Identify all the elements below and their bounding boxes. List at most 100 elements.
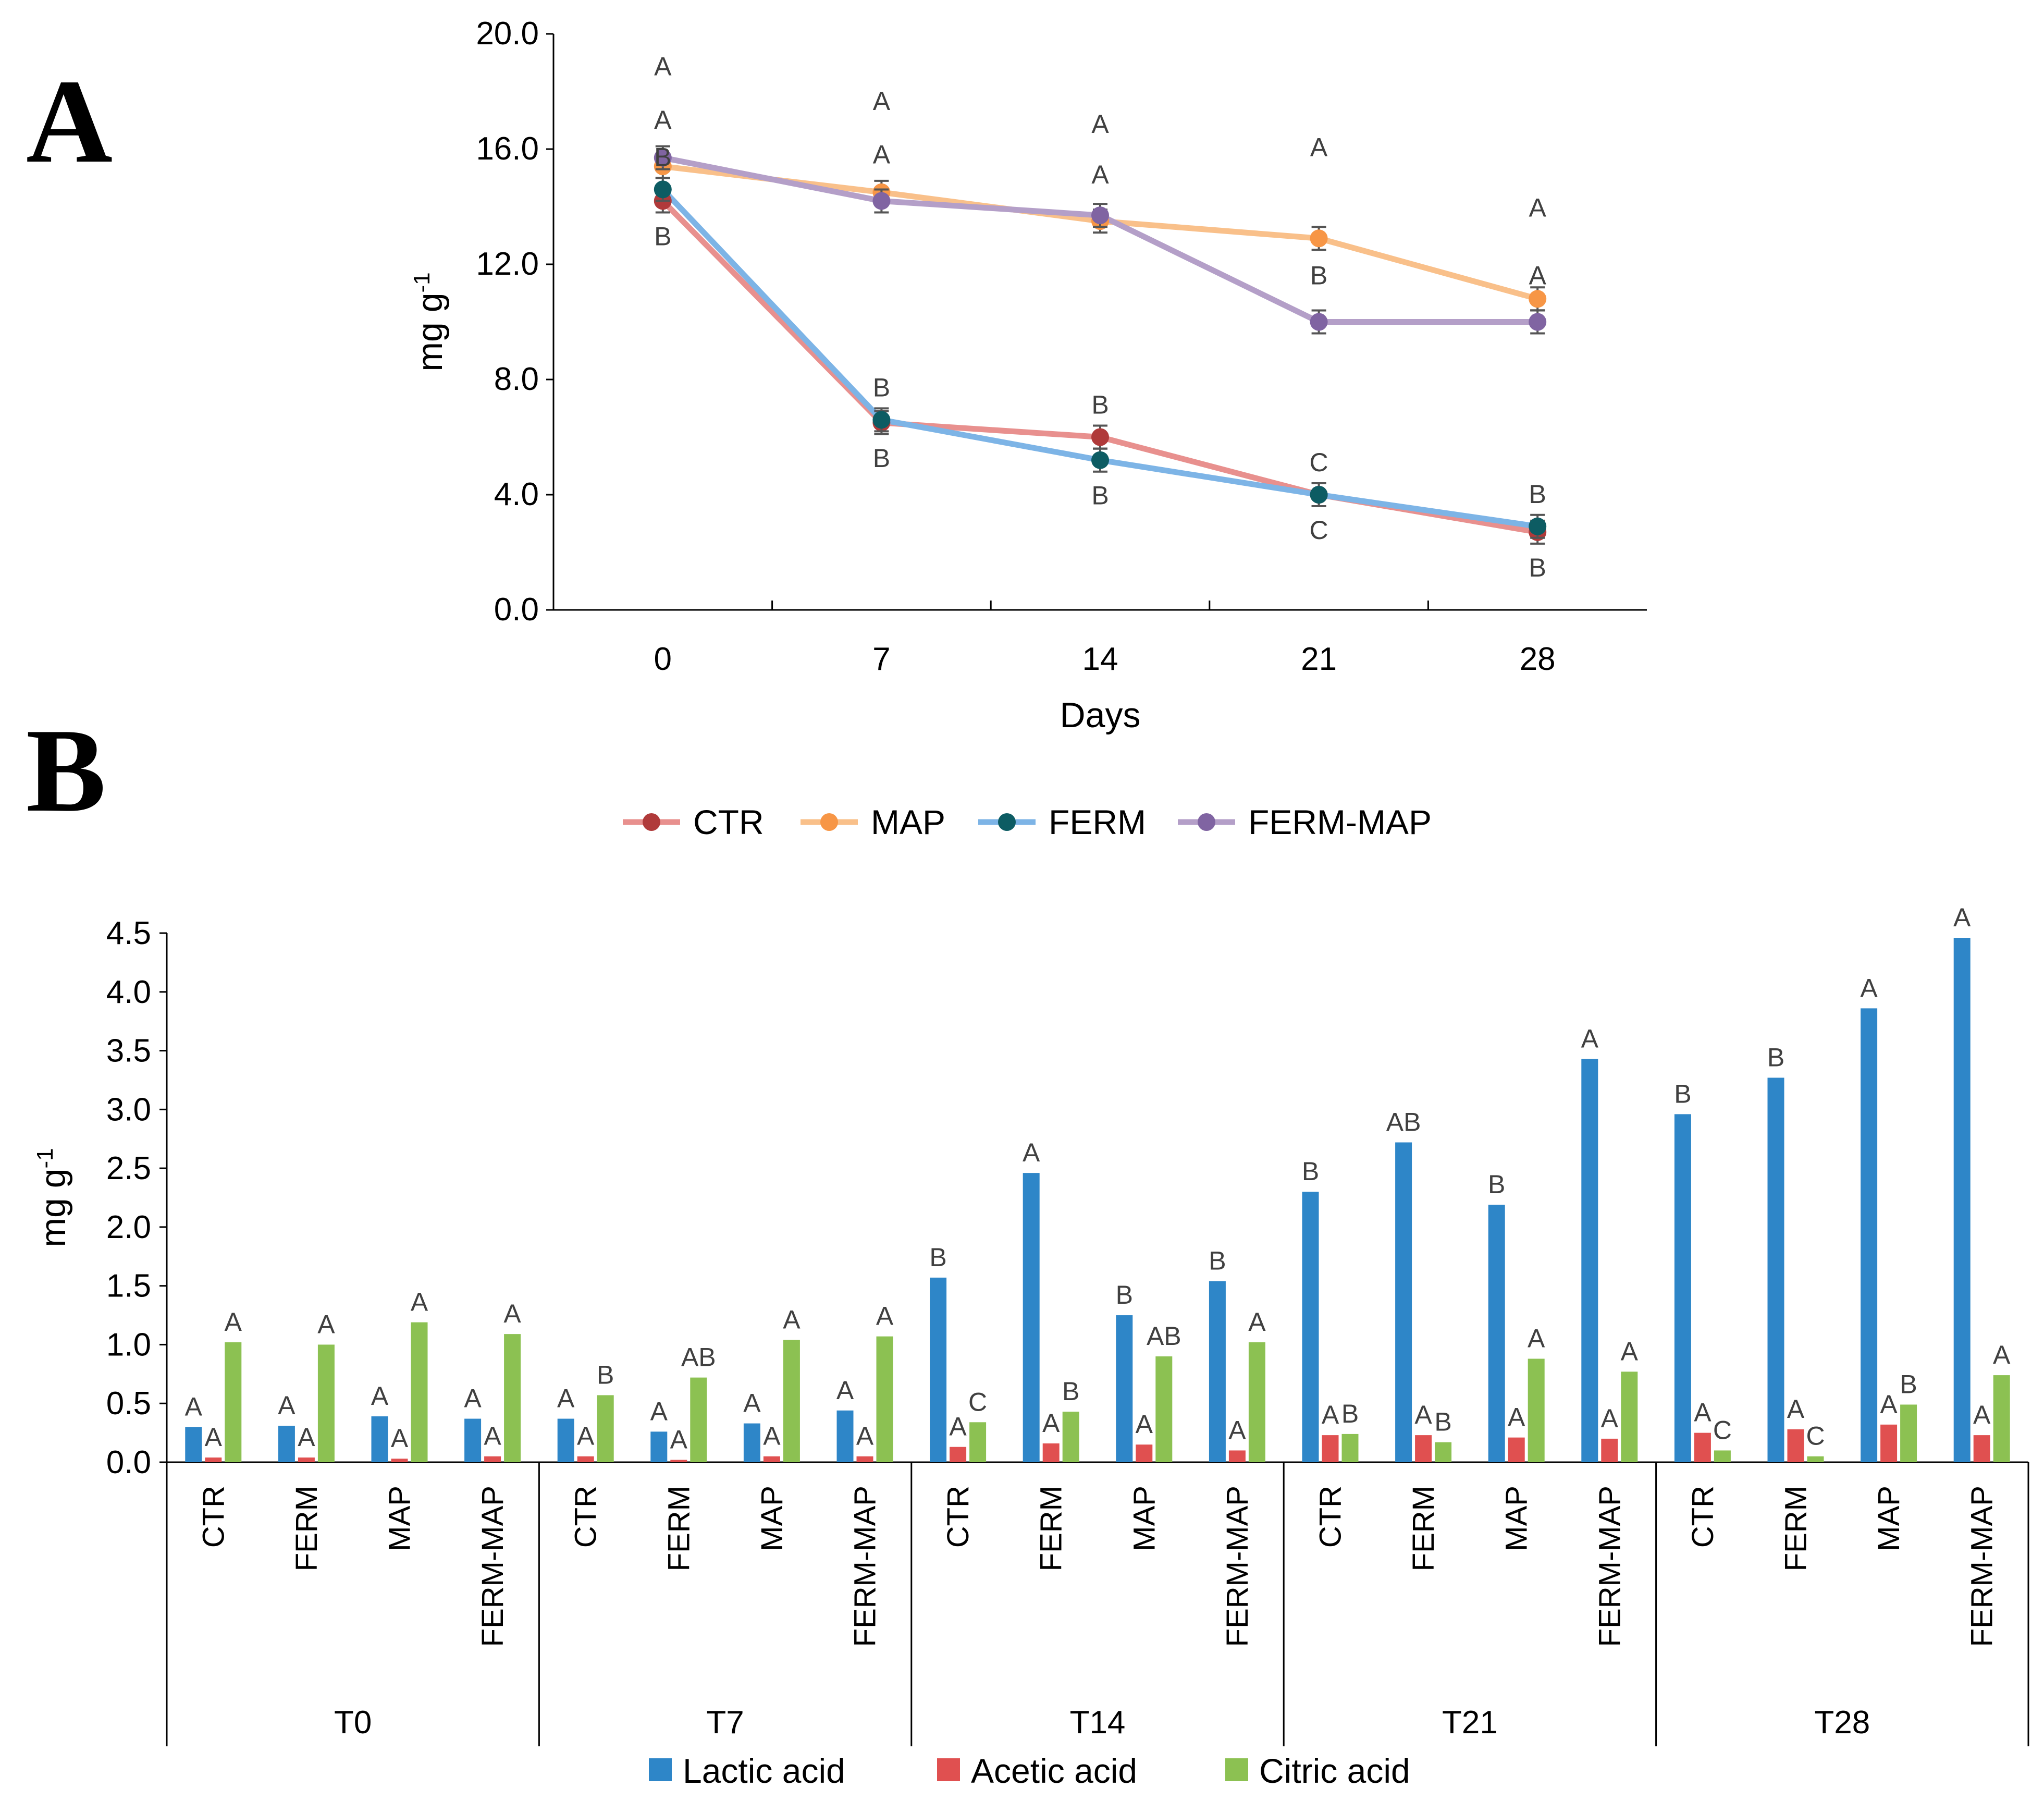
significance-label: A xyxy=(876,1302,894,1331)
bar-citric-acid xyxy=(1993,1375,2010,1462)
bar-lactic-acid xyxy=(650,1431,668,1462)
significance-label: A xyxy=(1508,1403,1525,1432)
bar-acetic-acid xyxy=(1508,1437,1525,1462)
bar-lactic-acid xyxy=(1209,1281,1226,1462)
significance-label: A xyxy=(1601,1404,1619,1433)
y-tick-label-b: 0.0 xyxy=(106,1444,151,1480)
bar-citric-acid xyxy=(1435,1442,1452,1462)
significance-label: A xyxy=(464,1384,482,1413)
category-label: MAP xyxy=(755,1486,789,1551)
data-point-ferm xyxy=(1529,517,1547,535)
legend-swatch-acetic-acid xyxy=(937,1758,960,1781)
bar-lactic-acid xyxy=(930,1277,947,1462)
significance-label: B xyxy=(1091,481,1109,510)
significance-label: A xyxy=(1091,160,1109,189)
y-axis-title-sup-a: -1 xyxy=(409,272,435,292)
legend-swatch-citric-acid xyxy=(1225,1758,1248,1781)
significance-label: B xyxy=(929,1243,946,1272)
category-label: CTR xyxy=(1686,1486,1720,1548)
bar-acetic-acid xyxy=(205,1457,222,1462)
y-tick-label-b: 2.0 xyxy=(106,1209,151,1245)
significance-label: A xyxy=(278,1391,295,1420)
y-axis-title-main-a: mg g xyxy=(410,292,450,371)
significance-label: A xyxy=(411,1288,428,1317)
bar-citric-acid xyxy=(411,1322,428,1462)
significance-label: AB xyxy=(1147,1321,1181,1351)
data-point-ferm xyxy=(654,180,672,199)
category-label: MAP xyxy=(383,1486,417,1551)
bar-acetic-acid xyxy=(1136,1444,1153,1462)
significance-label: A xyxy=(317,1309,335,1339)
category-label: MAP xyxy=(1872,1486,1906,1551)
significance-label: B xyxy=(654,222,671,251)
data-point-ferm-map xyxy=(654,149,672,167)
significance-label: B xyxy=(873,444,890,473)
bar-lactic-acid xyxy=(1767,1077,1784,1462)
significance-label: A xyxy=(1310,132,1328,162)
significance-label: C xyxy=(1310,516,1328,545)
bar-citric-acid xyxy=(1341,1434,1359,1462)
category-label: FERM xyxy=(1407,1486,1440,1571)
significance-label: A xyxy=(1953,903,1971,932)
significance-label: C xyxy=(1713,1415,1732,1444)
significance-label: B xyxy=(1529,553,1546,582)
y-tick-label-a: 12.0 xyxy=(476,246,539,282)
significance-label: A xyxy=(783,1305,801,1334)
category-label: CTR xyxy=(569,1486,603,1548)
category-label: FERM xyxy=(1035,1486,1068,1571)
bar-acetic-acid xyxy=(1415,1435,1432,1462)
significance-label: C xyxy=(1806,1422,1825,1451)
significance-label: A xyxy=(1414,1400,1432,1429)
data-point-ctr xyxy=(1091,428,1109,446)
category-label: FERM-MAP xyxy=(1965,1486,1999,1647)
category-label: CTR xyxy=(1314,1486,1348,1548)
significance-label: A xyxy=(1528,1324,1545,1353)
bar-citric-acid xyxy=(783,1340,800,1462)
bar-acetic-acid xyxy=(1042,1443,1060,1462)
significance-label: B xyxy=(1116,1280,1133,1309)
bar-citric-acid xyxy=(1062,1412,1079,1462)
bar-lactic-acid xyxy=(1395,1142,1412,1462)
significance-label: A xyxy=(391,1424,409,1453)
x-tick-label-a: 28 xyxy=(1520,641,1556,677)
y-tick-label-a: 8.0 xyxy=(494,361,539,397)
y-tick-label-b: 2.5 xyxy=(106,1150,151,1186)
significance-label: B xyxy=(597,1360,614,1389)
y-axis-title-b: mg g-1 xyxy=(32,1148,73,1247)
bar-citric-acid xyxy=(597,1395,614,1462)
significance-label: A xyxy=(503,1299,521,1328)
bar-lactic-acid xyxy=(464,1418,482,1462)
significance-label: A xyxy=(873,87,891,116)
data-point-ferm xyxy=(1091,451,1109,469)
y-tick-label-b: 4.5 xyxy=(106,915,151,951)
group-label: T7 xyxy=(706,1705,744,1741)
series-line-ferm xyxy=(660,187,1538,530)
significance-label: A xyxy=(1248,1307,1266,1337)
y-tick-label-a: 4.0 xyxy=(494,476,539,512)
significance-label: A xyxy=(873,140,891,169)
data-point-map xyxy=(1310,229,1328,248)
bar-acetic-acid xyxy=(1322,1435,1339,1462)
group-label: T14 xyxy=(1070,1705,1126,1741)
bar-citric-acid xyxy=(1528,1358,1545,1462)
significance-label: A xyxy=(1042,1409,1060,1438)
bar-acetic-acid xyxy=(763,1456,780,1462)
significance-label: AB xyxy=(1386,1107,1421,1136)
category-label: FERM xyxy=(1779,1486,1813,1571)
category-label: FERM xyxy=(662,1486,696,1571)
significance-label: A xyxy=(1860,973,1878,1002)
bar-lactic-acid xyxy=(1861,1008,1878,1462)
x-axis-title-a: Days xyxy=(1060,695,1141,735)
legend-label-citric-acid: Citric acid xyxy=(1259,1752,1410,1790)
y-tick-label-a: 0.0 xyxy=(494,592,539,628)
category-label: MAP xyxy=(1500,1486,1534,1551)
category-label: MAP xyxy=(1127,1486,1161,1551)
bar-lactic-acid xyxy=(1488,1205,1505,1462)
significance-label: C xyxy=(1310,448,1328,477)
bar-lactic-acid xyxy=(1023,1173,1040,1462)
y-tick-label-a: 16.0 xyxy=(476,131,539,167)
bar-acetic-acid xyxy=(1601,1438,1618,1462)
bar-acetic-acid xyxy=(1694,1432,1711,1462)
bar-acetic-acid xyxy=(856,1456,873,1462)
